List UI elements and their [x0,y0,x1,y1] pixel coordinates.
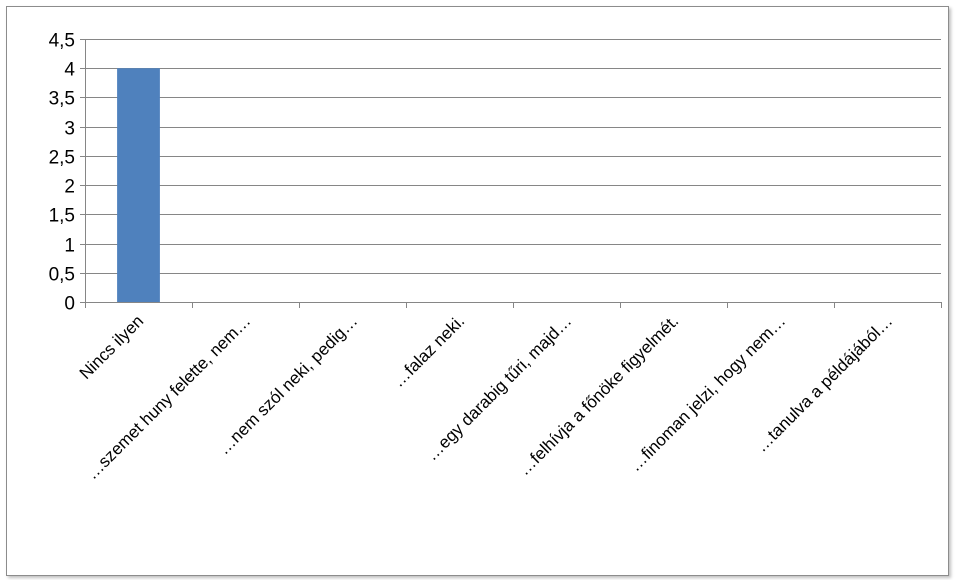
axes [80,39,942,308]
x-tick-labels: Nincs ilyen…szemet huny felette, nem……ne… [76,311,897,483]
y-tick-label: 0,5 [49,265,75,286]
x-tick-label: Nincs ilyen [76,311,148,383]
y-tick-label: 2,5 [49,148,75,169]
y-tick-label: 0 [64,294,75,315]
bars [117,68,160,302]
y-tick-label: 1 [64,236,75,257]
y-tick-label: 4 [64,60,75,81]
y-tick-label: 1,5 [49,206,75,227]
gridlines [85,39,941,274]
y-tick-labels: 0 0,5 1 1,5 2 2,5 3 3,5 4 4,5 [49,31,76,315]
y-tick-label: 3,5 [49,89,75,110]
y-tick-label: 3 [64,119,75,140]
chart-frame: 0 0,5 1 1,5 2 2,5 3 3,5 4 4,5 Nincs ilyen …szemet … [6,6,949,576]
bar-0 [117,68,160,302]
y-tick-label: 4,5 [49,31,75,52]
y-tick-label: 2 [64,177,75,198]
x-tick-label: …falaz neki. [389,311,469,391]
bar-chart: 0 0,5 1 1,5 2 2,5 3 3,5 4 4,5 Nincs ilyen…szemet … [49,31,942,483]
